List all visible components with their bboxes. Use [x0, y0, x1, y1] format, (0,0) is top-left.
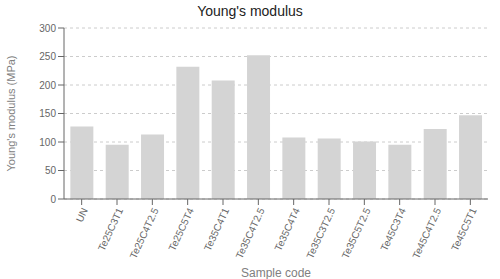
svg-text:300: 300	[39, 23, 56, 34]
svg-text:200: 200	[39, 80, 56, 91]
svg-text:Te35C4T4: Te35C4T4	[272, 206, 302, 253]
svg-text:Sample code: Sample code	[241, 266, 311, 279]
svg-text:50: 50	[45, 165, 57, 176]
svg-text:0: 0	[50, 194, 56, 205]
svg-text:Te35C4T1: Te35C4T1	[202, 206, 232, 253]
svg-text:100: 100	[39, 137, 56, 148]
svg-text:Young's modulus (MPa): Young's modulus (MPa)	[8, 55, 17, 171]
svg-text:Te35C4T2.5: Te35C4T2.5	[234, 206, 267, 260]
svg-text:Te25C3T1: Te25C3T1	[96, 206, 126, 253]
svg-text:Te35C5T2.5: Te35C5T2.5	[340, 206, 373, 260]
svg-text:Te45C5T1: Te45C5T1	[449, 206, 479, 253]
svg-text:150: 150	[39, 108, 56, 119]
svg-text:Te45C4T2.5: Te45C4T2.5	[410, 206, 443, 260]
svg-text:Te45C3T4: Te45C3T4	[378, 206, 408, 253]
svg-text:250: 250	[39, 51, 56, 62]
html-text:Young's modulus: Young's modulus	[197, 3, 303, 19]
svg-text:Te25C4T2.5: Te25C4T2.5	[128, 206, 161, 260]
svg-text:UN: UN	[74, 206, 90, 224]
svg-text:Te25C5T4: Te25C5T4	[166, 206, 196, 253]
svg-text:Te35C3T2.5: Te35C3T2.5	[304, 206, 337, 260]
